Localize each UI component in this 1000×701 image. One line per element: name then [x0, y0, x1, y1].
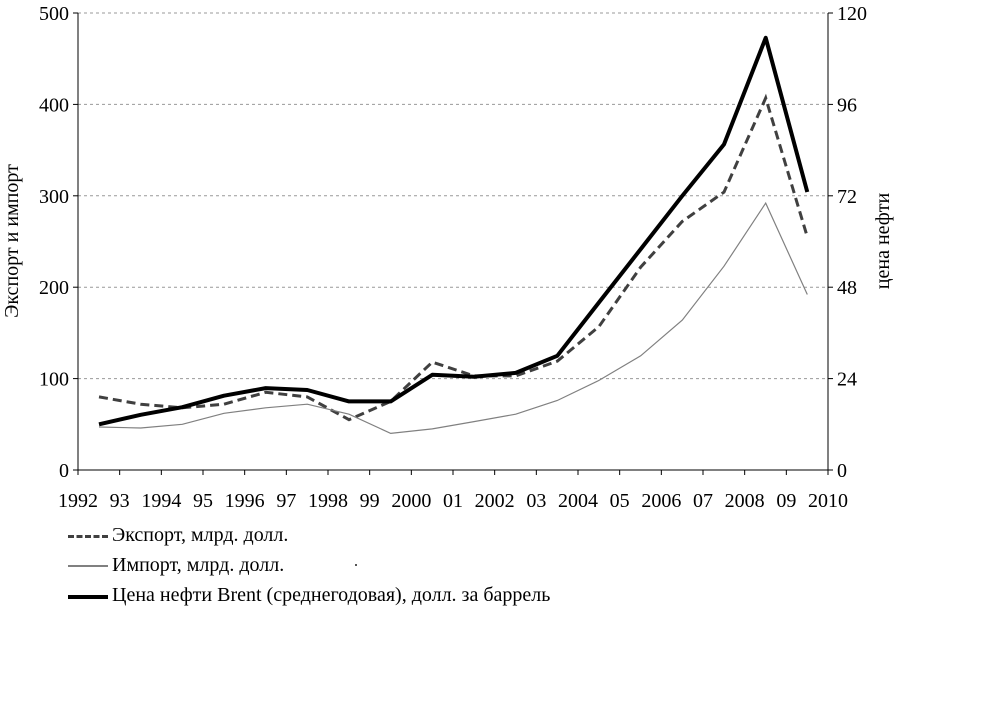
- x-tick-label: 2008: [725, 490, 765, 512]
- series-lines: [98, 35, 810, 435]
- y-right-tick-label: 0: [837, 460, 847, 482]
- legend-label-import: Импорт, млрд. долл.: [112, 554, 285, 576]
- x-tick-label: 2006: [641, 490, 681, 512]
- y-right-tick-label: 120: [837, 3, 867, 25]
- stray-dot: [355, 564, 357, 566]
- x-tick-label: 05: [610, 490, 630, 512]
- x-tick-label: 2010: [808, 490, 848, 512]
- series-line-import: [98, 201, 808, 435]
- x-tick-label: 09: [776, 490, 796, 512]
- series-line-export: [98, 93, 809, 422]
- y-right-tick-label: 96: [837, 94, 857, 116]
- x-tick-label: 93: [110, 490, 130, 512]
- x-tick-label: 99: [360, 490, 380, 512]
- y-right-tick-label: 24: [837, 369, 857, 391]
- y-right-tick-label: 48: [837, 277, 857, 299]
- y-left-axis-label: Экспорт и импорт: [1, 164, 23, 318]
- x-tick-label: 2004: [558, 490, 598, 512]
- y-left-tick-label: 500: [39, 3, 69, 25]
- y-left-tick-label: 400: [39, 94, 69, 116]
- x-tick-label: 07: [693, 490, 713, 512]
- ticks: 0 100 200 300 400 500 0 24 48 72 96 120 1992 93 1994 95…: [39, 3, 867, 512]
- x-tick-label: 1996: [225, 490, 265, 512]
- legend-swatch-import: [68, 565, 108, 567]
- legend-swatch-oil: [68, 595, 108, 599]
- gridlines: [78, 12, 828, 380]
- axes: [77, 13, 829, 471]
- x-tick-label: 95: [193, 490, 213, 512]
- x-tick-label: 2000: [391, 490, 431, 512]
- y-left-tick-label: 100: [39, 369, 69, 391]
- y-left-tick-label: 300: [39, 186, 69, 208]
- y-left-tick-label: 0: [59, 460, 69, 482]
- x-tick-label: 97: [276, 490, 296, 512]
- legend-swatch-export: [68, 535, 108, 538]
- x-tick-label: 01: [443, 490, 463, 512]
- x-tick-label: 1998: [308, 490, 348, 512]
- x-tick-label: 2002: [475, 490, 515, 512]
- x-tick-label: 03: [526, 490, 546, 512]
- y-right-tick-label: 72: [837, 186, 857, 208]
- y-left-tick-label: 200: [39, 277, 69, 299]
- series-line-oil-price: [98, 35, 810, 427]
- x-tick-label: 1994: [141, 490, 181, 512]
- legend-label-export: Экспорт, млрд. долл.: [112, 524, 289, 546]
- y-right-axis-label: цена нефти: [872, 193, 894, 290]
- x-tick-label: 1992: [58, 490, 98, 512]
- legend-label-oil: Цена нефти Brent (среднегодовая), долл. …: [112, 584, 551, 606]
